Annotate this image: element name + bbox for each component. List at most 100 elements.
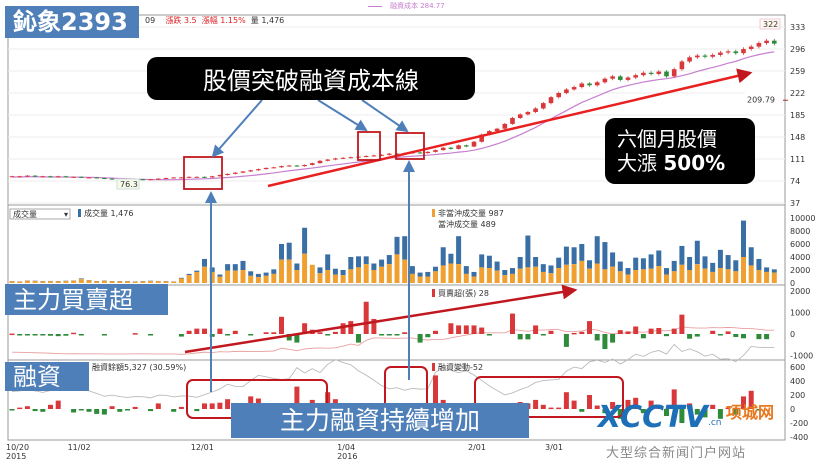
volume-bar-non-daytrade xyxy=(617,271,623,283)
candle-body xyxy=(109,178,115,180)
volume-bar-daytrade xyxy=(425,271,431,277)
candle-body xyxy=(32,175,38,177)
volume-bar-daytrade xyxy=(725,255,731,270)
price-tick-label: 37 xyxy=(790,199,800,208)
volume-bar-non-daytrade xyxy=(363,264,369,283)
panel-frame xyxy=(7,359,786,441)
margin-highlight-box xyxy=(474,376,624,418)
candle-body xyxy=(533,108,538,113)
volume-bar-non-daytrade xyxy=(594,263,600,283)
volume-bar-non-daytrade xyxy=(279,259,284,283)
candle-body xyxy=(633,75,638,78)
mainforce-bar xyxy=(217,328,223,334)
mainforce-bar xyxy=(433,330,438,334)
mainforce-bar xyxy=(694,334,700,337)
margin-increase-box: 主力融資持續增加 xyxy=(231,403,529,438)
high-price-label: 322 xyxy=(763,20,778,29)
volume-bar-daytrade xyxy=(217,274,223,277)
margin-tick-label: -400 xyxy=(790,433,808,442)
volume-bar-non-daytrade xyxy=(286,259,292,283)
volume-bar-non-daytrade xyxy=(17,281,23,283)
date-tick-label: 11/02 xyxy=(68,443,91,452)
margin-change-bar xyxy=(194,409,200,412)
price-header: 09 漲跌 3.5 漲幅 1.15% 量 1,476 xyxy=(145,15,284,26)
callout-arrow xyxy=(361,99,409,133)
margin-change-bar xyxy=(132,406,138,409)
candle-body xyxy=(564,89,569,93)
callout-arrow xyxy=(211,99,263,158)
margin-change-bar xyxy=(710,404,716,409)
mainforce-bar xyxy=(332,331,338,334)
mainforce-bar xyxy=(286,334,292,341)
cost-legend: 融資成本 284.77 xyxy=(368,1,445,11)
volume-bar-daytrade xyxy=(548,265,554,274)
volume-bar-daytrade xyxy=(209,267,215,272)
volume-tick-label: 10000 xyxy=(790,214,815,223)
volume-bar-non-daytrade xyxy=(217,276,223,283)
margin-change-bar xyxy=(733,409,739,415)
candle-body xyxy=(494,128,500,132)
margin-change-bar xyxy=(556,407,562,410)
margin-change-bar xyxy=(171,409,177,412)
candle-body xyxy=(440,147,446,151)
volume-bar-non-daytrade xyxy=(756,270,762,283)
volume-bar-daytrade xyxy=(479,254,485,268)
mainforce-bar xyxy=(271,332,277,334)
candle-body xyxy=(310,163,315,165)
margin-change-bar xyxy=(656,404,662,409)
candle-body xyxy=(363,156,369,158)
volume-bar-daytrade xyxy=(202,258,207,267)
margin-change-legend: 融資變動-52 xyxy=(438,362,483,372)
volume-bar-daytrade xyxy=(456,236,462,265)
margin-change-bar xyxy=(571,400,577,409)
volume-bar-daytrade xyxy=(633,257,639,270)
margin-change-bar xyxy=(679,409,685,423)
margin-change-bar xyxy=(533,399,539,409)
volume-bar-non-daytrade xyxy=(186,275,192,283)
candle-body xyxy=(579,83,585,88)
margin-change-bar xyxy=(610,402,616,409)
candle-body xyxy=(764,40,769,44)
candle-body xyxy=(317,160,323,164)
volume-bar-non-daytrade xyxy=(117,281,123,283)
candle-body xyxy=(294,165,300,167)
candle-body xyxy=(648,72,654,74)
volume-bar-daytrade xyxy=(494,261,500,271)
volume-bar-non-daytrade xyxy=(155,281,161,283)
mainforce-bar xyxy=(202,328,207,334)
legend-swatch xyxy=(432,209,435,217)
volume-bar-non-daytrade xyxy=(101,280,107,283)
volume-bar-non-daytrade xyxy=(171,281,177,283)
volume-bar-daytrade xyxy=(602,242,608,270)
volume-bar-non-daytrade xyxy=(148,281,154,283)
price-fragment: 09 xyxy=(145,16,156,25)
low-price-label: 76.3 xyxy=(120,180,138,189)
volume-bar-daytrade xyxy=(186,273,192,276)
mainforce-tick-label: 1000 xyxy=(790,309,810,318)
volume-bar-non-daytrade xyxy=(440,265,446,283)
mainforce-tick-label: 2000 xyxy=(790,287,810,296)
volume-bar-daytrade xyxy=(294,263,300,270)
mainforce-bar xyxy=(186,330,192,334)
mainforce-bar xyxy=(386,334,392,336)
mainforce-bar xyxy=(294,334,300,343)
volume-bar-non-daytrade xyxy=(679,264,685,283)
date-tick-label: 10/20 xyxy=(6,443,29,452)
mainforce-bar xyxy=(463,325,469,334)
volume-bar-non-daytrade xyxy=(456,264,462,283)
mainforce-bar xyxy=(71,332,77,335)
volume-bar-non-daytrade xyxy=(302,253,308,283)
margin-tick-label: 200 xyxy=(790,391,805,400)
volume-bar-daytrade xyxy=(617,261,623,272)
volume-bar-non-daytrade xyxy=(348,269,354,283)
mainforce-bar xyxy=(510,313,515,334)
margin-change-bar xyxy=(717,409,723,419)
mainforce-bar xyxy=(363,301,369,334)
volume-bar-daytrade xyxy=(656,250,662,267)
volume-bar-daytrade xyxy=(510,268,515,274)
margin-change-bar xyxy=(94,409,100,414)
mainforce-bar xyxy=(741,334,746,339)
candle-body xyxy=(71,176,76,178)
stock-title-box: 鈊象2393 xyxy=(5,6,139,38)
mainforce-bar xyxy=(302,323,308,334)
